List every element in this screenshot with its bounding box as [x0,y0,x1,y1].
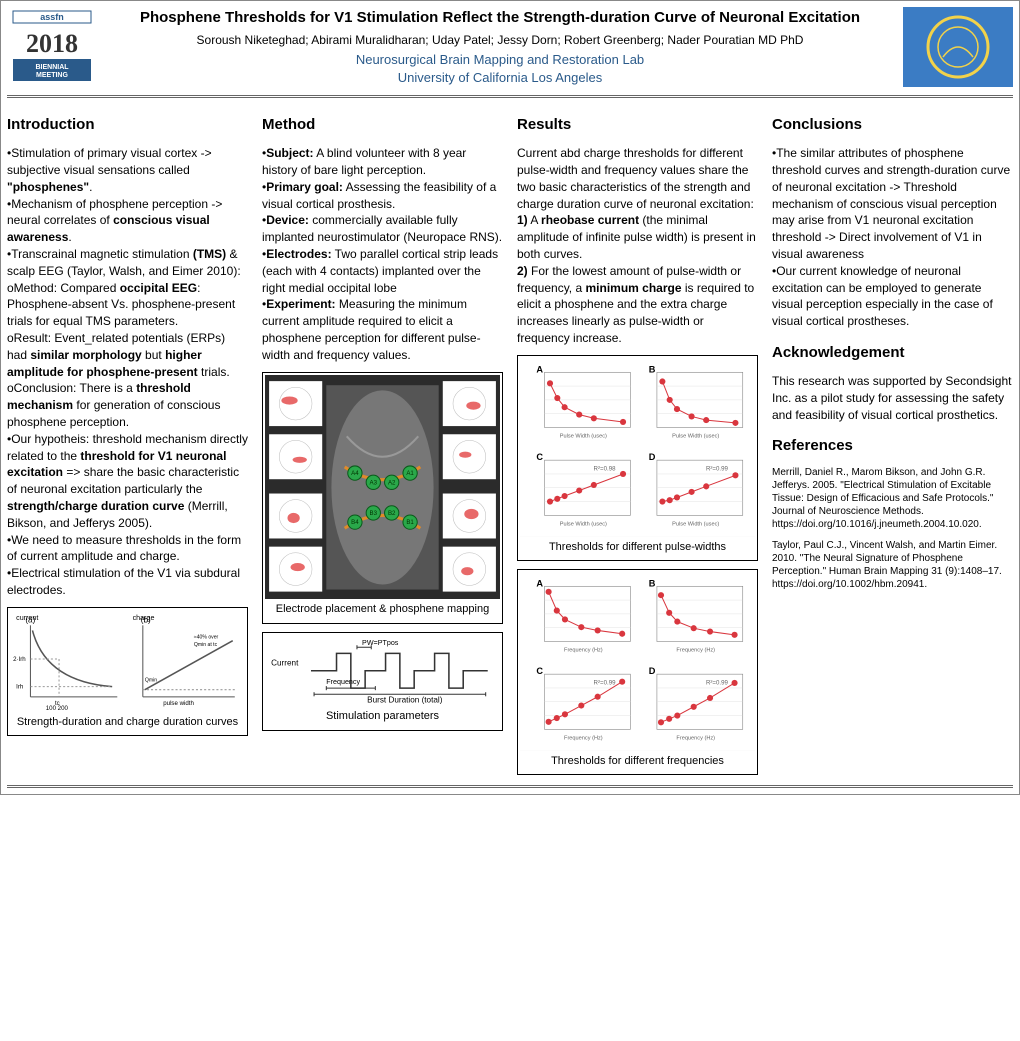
figure-stimulation-params: Current PW=PTpos Frequency Burst Duratio… [262,632,503,731]
svg-text:D: D [649,452,656,462]
results-text: Current abd charge thresholds for differ… [517,145,758,347]
figure-electrode-caption: Electrode placement & phosphene mapping [265,599,500,620]
svg-text:Frequency (Hz): Frequency (Hz) [564,735,603,741]
svg-text:Frequency (Hz): Frequency (Hz) [564,648,603,654]
svg-text:B: B [649,578,656,588]
method-heading: Method [262,114,503,135]
svg-text:B3: B3 [370,510,378,517]
svg-text:A: A [536,364,543,374]
svg-text:assfn: assfn [40,12,64,22]
figure-sd-caption: Strength-duration and charge duration cu… [10,712,245,733]
svg-text:Qmin: Qmin [145,677,157,683]
svg-text:B2: B2 [388,510,396,517]
svg-text:2·Irh: 2·Irh [13,656,26,663]
svg-text:A4: A4 [351,470,359,477]
references-list: Merrill, Daniel R., Marom Bikson, and Jo… [772,466,1013,599]
svg-text:BIENNIAL: BIENNIAL [35,64,69,71]
svg-text:R²=0.99: R²=0.99 [594,679,617,686]
conclusions-heading: Conclusions [772,114,1013,135]
svg-text:PW=PTpos: PW=PTpos [362,639,399,647]
svg-text:MEETING: MEETING [36,72,68,79]
svg-text:Current: Current [271,658,299,667]
svg-text:Burst Duration (total): Burst Duration (total) [367,695,443,704]
method-text: •Subject: A blind volunteer with 8 year … [262,145,503,363]
svg-text:D: D [649,666,656,676]
poster-header: assfn 2018 BIENNIAL MEETING Phosphene Th… [7,7,1013,98]
svg-text:Pulse Width (usec): Pulse Width (usec) [560,521,607,527]
poster-authors: Soroush Niketeghad; Abirami Muralidharan… [109,32,891,49]
poster-lab: Neurosurgical Brain Mapping and Restorat… [109,51,891,69]
svg-text:A2: A2 [388,479,396,486]
svg-text:pulse width: pulse width [163,700,194,707]
svg-text:2018: 2018 [26,29,78,58]
references-heading: References [772,435,1013,456]
figure-thresholds-frequency: A Frequency (Hz) B Frequency (Hz) C R²=0.99 Fr… [517,569,758,775]
intro-heading: Introduction [7,114,248,135]
svg-text:Pulse Width (usec): Pulse Width (usec) [672,521,719,527]
conference-logo: assfn 2018 BIENNIAL MEETING [7,7,97,87]
svg-text:C: C [536,452,543,462]
svg-text:R²=0.98: R²=0.98 [594,465,617,472]
svg-text:charge: charge [133,614,155,622]
svg-text:Frequency: Frequency [326,678,360,686]
intro-text: •Stimulation of primary visual cortex ->… [7,145,248,599]
svg-text:A: A [536,578,543,588]
svg-text:A3: A3 [370,479,378,486]
svg-text:Pulse Width (usec): Pulse Width (usec) [672,433,719,439]
svg-text:R²=0.99: R²=0.99 [706,465,729,472]
svg-text:≈40% over: ≈40% over [194,634,219,640]
svg-text:Frequency (Hz): Frequency (Hz) [676,735,715,741]
figure-strength-duration: (a) current 2·Irh Irh tc 100 200 (b) cha… [7,607,248,737]
acknowledgement-heading: Acknowledgement [772,342,1013,363]
svg-text:B4: B4 [351,519,359,526]
university-seal [903,7,1013,87]
svg-text:Qmin at tc: Qmin at tc [194,641,218,647]
svg-text:100 200: 100 200 [46,705,69,712]
poster-university: University of California Los Angeles [109,69,891,87]
reference-1: Merrill, Daniel R., Marom Bikson, and Jo… [772,466,1013,531]
conclusions-text: •The similar attributes of phosphene thr… [772,145,1013,330]
svg-text:Frequency (Hz): Frequency (Hz) [676,648,715,654]
svg-text:A1: A1 [406,470,414,477]
svg-text:B: B [649,364,656,374]
svg-text:R²=0.99: R²=0.99 [706,679,729,686]
poster-title: Phosphene Thresholds for V1 Stimulation … [109,7,891,28]
figure-thresholds-pulsewidth: A Pulse Width (usec) B Pulse Width (usec) C R… [517,355,758,561]
acknowledgement-text: This research was supported by Secondsig… [772,373,1013,423]
svg-text:C: C [536,666,543,676]
figure-pw-caption: Thresholds for different pulse-widths [520,537,755,558]
svg-text:B1: B1 [406,519,414,526]
results-heading: Results [517,114,758,135]
figure-stim-caption: Stimulation parameters [265,706,500,727]
figure-freq-caption: Thresholds for different frequencies [520,751,755,772]
reference-2: Taylor, Paul C.J., Vincent Walsh, and Ma… [772,539,1013,591]
svg-text:current: current [16,614,38,622]
svg-text:Pulse Width (usec): Pulse Width (usec) [560,433,607,439]
figure-electrode-placement: A4 A3 A2 A1 B4 B3 B2 B1 Electrode placement … [262,372,503,624]
svg-text:Irh: Irh [16,683,24,690]
